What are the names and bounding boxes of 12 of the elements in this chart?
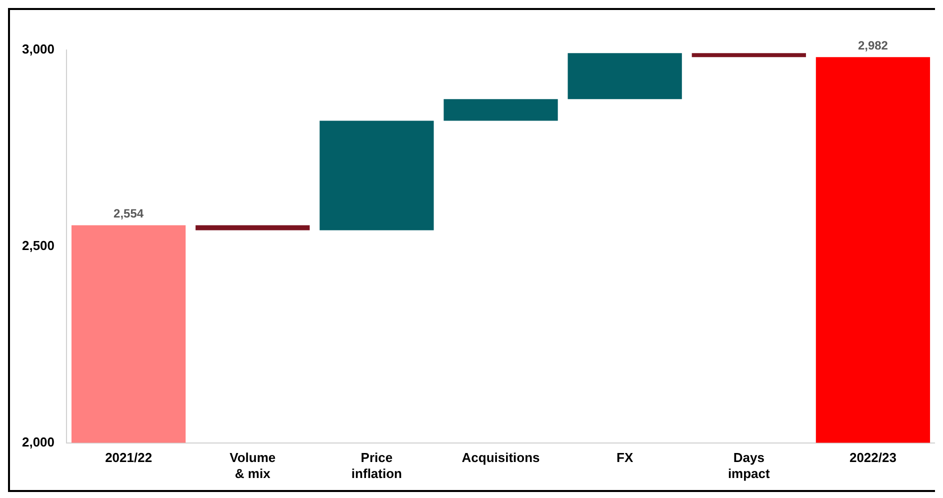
- x-tick-label: Days impact: [728, 450, 771, 481]
- x-tick-label: 2022/23: [849, 450, 896, 466]
- data-label: 2,554: [114, 206, 144, 220]
- x-tick-label: Volume & mix: [230, 450, 276, 481]
- data-label: 2,982: [858, 38, 888, 52]
- x-tick-label: 2021/22: [105, 450, 152, 466]
- x-tick-label: Price inflation: [351, 450, 402, 481]
- y-tick-label: 2,500: [22, 238, 55, 253]
- y-tick-label: 3,000: [22, 42, 55, 57]
- x-tick-label: Acquisitions: [462, 450, 540, 466]
- x-tick-label: FX: [616, 450, 634, 466]
- y-tick-label: 2,000: [22, 434, 55, 450]
